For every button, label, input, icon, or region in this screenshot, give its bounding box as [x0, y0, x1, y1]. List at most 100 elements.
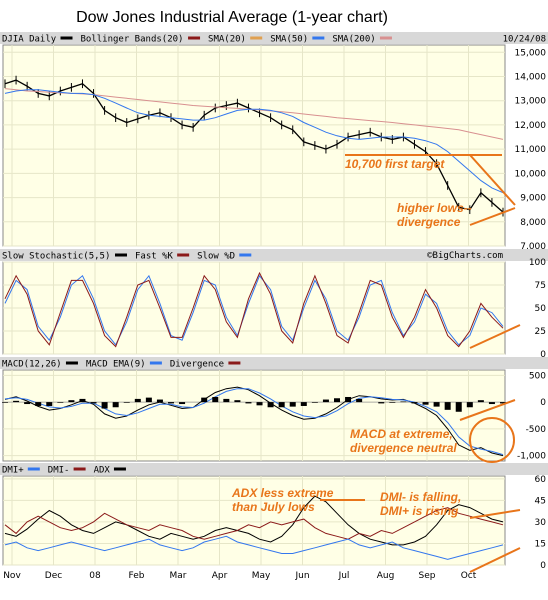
divergence-bar: [156, 399, 163, 403]
divergence-bar: [289, 402, 296, 407]
legend-label: MACD EMA(9): [86, 360, 146, 370]
legend-label: DMI-: [48, 466, 70, 476]
annotation-target: 10,700 first target: [345, 157, 445, 171]
x-tick-label: Feb: [129, 571, 145, 581]
y-tick-label: 15: [535, 539, 546, 549]
series-line-dmi-: [4, 507, 504, 540]
divergence-bar: [24, 402, 31, 405]
support-line: [469, 207, 516, 226]
divergence-bar: [101, 402, 108, 409]
legend-swatch: [73, 467, 86, 471]
divergence-bar: [455, 402, 462, 412]
dmi-minus-line: [469, 509, 521, 519]
divergence-bar: [79, 398, 86, 403]
divergence-bar: [201, 397, 208, 403]
legend-swatch: [177, 253, 190, 257]
y-tick-label: 15,000: [515, 48, 547, 58]
plot-area: [2, 475, 506, 566]
legend-label: Slow %D: [197, 252, 235, 262]
y-tick-label: 7,000: [520, 242, 546, 252]
divergence-bar: [278, 402, 285, 408]
y-tick-label: -500: [526, 425, 547, 435]
series-line-adx: [4, 495, 504, 546]
y-tick-label: -1,000: [517, 452, 546, 462]
divergence-bar: [112, 402, 119, 408]
resistance-line: [469, 154, 516, 206]
divergence-bar: [245, 402, 252, 404]
legend-swatch: [312, 36, 325, 40]
divergence-bar: [422, 402, 429, 405]
divergence-bar: [311, 402, 318, 403]
divergence-bar: [68, 400, 75, 403]
divergence-bar: [400, 401, 407, 403]
dmi-plus-line: [469, 547, 521, 573]
panel-price: DJIA Daily Bollinger Bands(20) SMA(20) SMA(…: [0, 32, 548, 252]
divergence-bar: [2, 402, 8, 403]
y-tick-label: 50: [535, 304, 547, 314]
legend-swatch: [115, 253, 127, 257]
divergence-bar: [300, 402, 307, 406]
divergence-bar: [168, 402, 174, 404]
series-line-fast-k: [4, 271, 504, 348]
y-tick-label: 13,000: [515, 97, 547, 107]
x-tick-label: Jul: [338, 571, 350, 581]
x-tick-label: Oct: [461, 571, 477, 581]
y-tick-label: 100: [529, 258, 546, 268]
legend-label: SMA(200): [332, 35, 375, 45]
divergence-bar: [267, 402, 274, 408]
legend-swatch: [239, 253, 252, 257]
panel-stochastic: Slow Stochastic(5,5) Fast %K Slow %D 100 75 5…: [0, 249, 548, 360]
y-tick-label: 25: [535, 327, 546, 337]
series-line-sma-50-: [4, 89, 504, 194]
series-line-macd-12-26-: [4, 386, 504, 457]
divergence-bar: [433, 402, 440, 407]
legend-swatch: [228, 361, 241, 365]
y-tick-label: 12,000: [515, 121, 547, 131]
divergence-bar: [134, 398, 141, 403]
annotation-adx-2: than July lows: [232, 500, 315, 514]
x-tick-label: Dec: [45, 571, 62, 581]
annotation-macd-1: MACD at extreme,: [350, 427, 453, 441]
legend-label: SMA(50): [270, 35, 308, 45]
macd-pointer-line: [459, 399, 516, 421]
annotation-macd-2: divergence neutral: [350, 441, 457, 455]
panel-dmi: DMI+ DMI- ADX 60 45 30 15 0: [0, 463, 548, 571]
legend-strip: [0, 357, 548, 369]
plot-area: [2, 369, 506, 462]
y-tick-label: 0: [540, 350, 546, 360]
stochastic-trend-line: [469, 324, 521, 349]
series-line-slow-d: [4, 274, 504, 346]
y-tick-label: 14,000: [515, 72, 547, 82]
divergence-bar: [500, 402, 506, 404]
y-tick-label: 30: [535, 518, 547, 528]
x-tick-label: Mar: [170, 571, 187, 581]
divergence-bar: [488, 402, 495, 405]
divergence-bar: [90, 402, 97, 404]
legend-label: MACD(12,26): [2, 360, 62, 370]
divergence-bar: [57, 402, 64, 403]
divergence-bar: [322, 399, 329, 403]
legend-swatch: [60, 36, 73, 40]
x-tick-label: 08: [89, 571, 101, 581]
legend-label: Divergence: [170, 360, 224, 370]
legend-strip: [0, 463, 548, 475]
divergence-bar: [389, 402, 396, 403]
series-line-djia-daily: [4, 79, 504, 213]
divergence-bar: [378, 402, 385, 404]
divergence-bar: [466, 402, 473, 408]
y-tick-label: 9,000: [520, 194, 546, 204]
divergence-bar: [345, 396, 352, 403]
y-tick-label: 45: [535, 496, 546, 506]
divergence-bar: [35, 402, 42, 406]
legend-strip: [0, 32, 548, 44]
y-tick-label: 60: [535, 475, 547, 485]
series-line-dmi-: [4, 535, 504, 560]
divergence-bar: [223, 398, 230, 403]
x-tick-label: May: [252, 571, 271, 581]
plot-area: [2, 44, 506, 247]
divergence-bar: [46, 402, 53, 406]
legend-label: DMI+: [2, 466, 24, 476]
divergence-bar: [256, 402, 263, 406]
